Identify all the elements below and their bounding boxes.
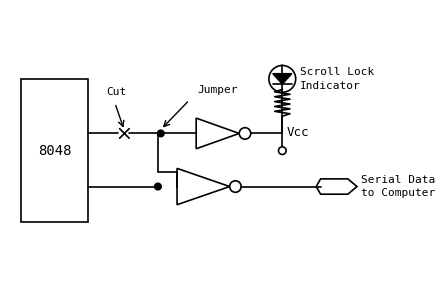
Circle shape <box>157 130 164 137</box>
Circle shape <box>155 183 161 190</box>
Text: Vcc: Vcc <box>287 126 310 139</box>
Text: Serial Data: Serial Data <box>361 175 435 185</box>
Text: to Computer: to Computer <box>361 188 435 198</box>
Text: Indicator: Indicator <box>299 81 360 91</box>
Text: Scroll Lock: Scroll Lock <box>299 67 374 77</box>
Text: 8048: 8048 <box>38 144 72 158</box>
Text: Cut: Cut <box>107 87 127 97</box>
Polygon shape <box>273 74 292 84</box>
Text: Jumper: Jumper <box>197 85 238 95</box>
Bar <box>21 79 88 223</box>
